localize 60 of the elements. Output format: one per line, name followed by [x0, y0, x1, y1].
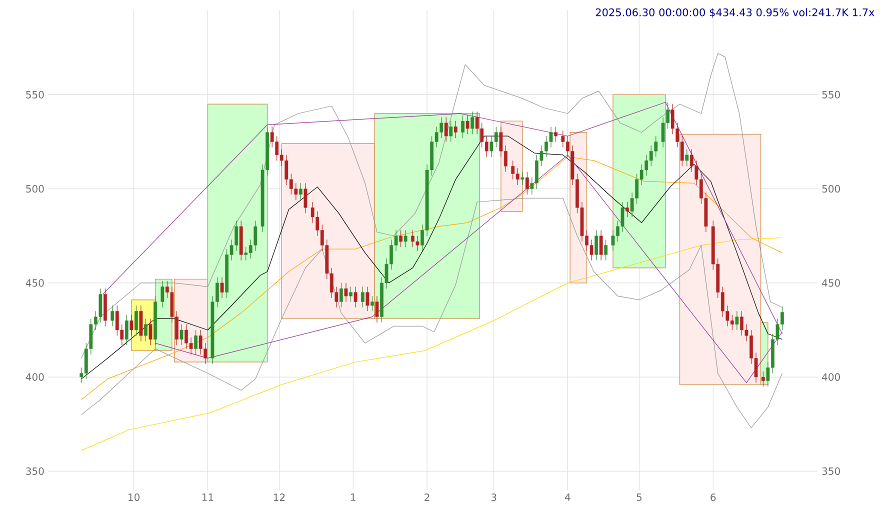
candlestick: [449, 120, 453, 142]
candlestick: [354, 286, 358, 308]
x-tick-label: 11: [202, 494, 214, 501]
candlestick: [454, 120, 458, 138]
candlestick: [399, 230, 403, 248]
y2-tick-label: 550: [822, 90, 840, 98]
candlestick: [160, 280, 164, 308]
y2-tick-label: 350: [822, 467, 840, 475]
candlestick: [444, 116, 448, 142]
candlestick: [604, 239, 608, 261]
candlestick: [375, 296, 379, 323]
candlestick: [304, 182, 308, 214]
candlestick: [466, 115, 470, 135]
y-tick-label: 500: [26, 185, 44, 193]
candlestick: [404, 230, 408, 248]
candlestick: [470, 111, 474, 135]
candlestick: [761, 371, 765, 387]
chart-title: 2025.06.30 00:00:00 $434.43 0.95% vol:241.7K 1.7x: [596, 8, 874, 18]
candlestick: [626, 202, 629, 218]
x-tick-label: 10: [128, 494, 140, 502]
candlestick: [594, 230, 598, 261]
x-tick-label: 2: [424, 494, 430, 501]
candlestick: [130, 314, 134, 336]
candlestick: [134, 305, 138, 336]
candlestick: [366, 286, 370, 312]
candlestick: [124, 314, 128, 346]
candlestick: [685, 148, 689, 167]
candlestick: [520, 172, 524, 186]
candlestick: [180, 324, 184, 346]
candlestick: [299, 182, 302, 200]
y2-tick-label: 500: [822, 185, 840, 193]
candlestick: [344, 282, 348, 302]
candlestick: [525, 172, 529, 195]
candlestick: [220, 276, 224, 298]
candlestick: [340, 282, 343, 308]
y2-tick-label: 400: [822, 373, 840, 381]
candlestick: [554, 126, 558, 142]
candlestick: [349, 286, 352, 302]
candlestick: [735, 310, 739, 330]
x-tick-label: 3: [491, 494, 496, 502]
candlestick: [599, 230, 603, 261]
y2-tick-label: 450: [822, 279, 840, 287]
candlestick: [148, 318, 152, 346]
candlestick: [110, 305, 114, 327]
y-tick-label: 550: [26, 90, 44, 98]
candlestick: [370, 296, 374, 312]
x-tick-label: 12: [274, 494, 285, 501]
candlestick: [194, 330, 198, 355]
line-series: [81, 198, 783, 428]
x-tick-label: 4: [564, 494, 570, 501]
x-tick-label: 1: [351, 494, 356, 501]
candlestick: [360, 286, 364, 308]
candlestick: [144, 318, 148, 342]
y-tick-label: 350: [26, 467, 44, 475]
x-tick-label: 6: [710, 494, 716, 502]
y-tick-label: 400: [26, 373, 44, 381]
line-series: [81, 237, 783, 451]
x-tick-label: 5: [636, 494, 642, 501]
candlestick: [461, 115, 464, 138]
y-tick-label: 450: [26, 279, 44, 287]
